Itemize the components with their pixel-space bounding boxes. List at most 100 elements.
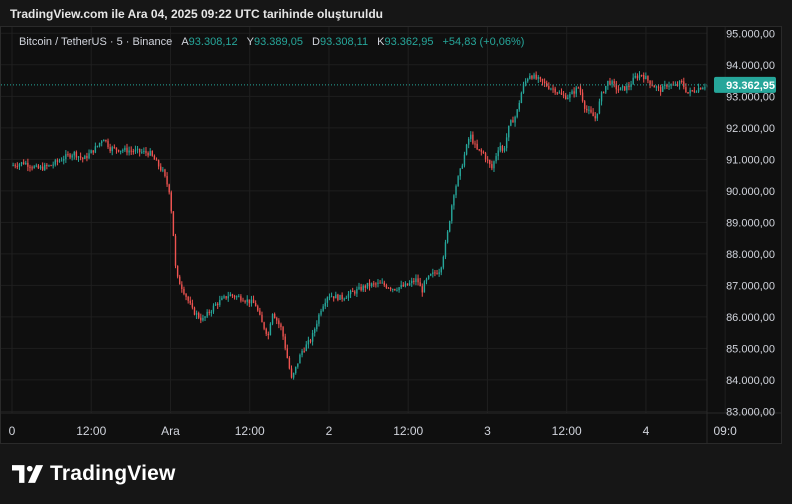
- candle-body: [558, 92, 561, 94]
- candle-body: [261, 314, 263, 323]
- candle-body: [569, 94, 571, 98]
- candle-body: [151, 151, 154, 156]
- candle-body: [615, 83, 618, 90]
- candle-body: [166, 176, 168, 185]
- candle-body: [240, 296, 242, 301]
- candle-body: [640, 75, 643, 77]
- candle-body: [73, 152, 75, 156]
- time-tick-label: 4: [643, 424, 650, 438]
- price-axis[interactable]: 95.000,00 94.000,00 93.000,00 92.000,00 91.0…: [726, 28, 775, 418]
- candle-body: [370, 283, 373, 287]
- candle-body: [510, 120, 512, 126]
- candle-body: [181, 284, 183, 290]
- candle-body: [383, 282, 386, 286]
- candle-body: [233, 295, 236, 298]
- candle-body: [389, 288, 392, 290]
- candle-body: [92, 150, 94, 153]
- candle-body: [535, 74, 537, 79]
- legend-change-value: +54,83 (+0,06%): [442, 36, 525, 48]
- candle-body: [520, 92, 523, 103]
- legend-close-value: 93.362,95: [384, 36, 434, 48]
- candle-body: [687, 92, 689, 94]
- candle-body: [704, 87, 706, 89]
- candle-body: [115, 147, 118, 150]
- time-axis[interactable]: 0 12:00 Ara 12:00 2 12:00 3 12:00 4 09:0: [9, 424, 738, 438]
- candle-body: [107, 140, 109, 148]
- candle-body: [320, 310, 322, 315]
- candle-body: [185, 294, 187, 297]
- candle-body: [541, 78, 544, 82]
- candle-body: [41, 166, 44, 170]
- candle-body: [94, 146, 97, 153]
- candle-body: [176, 265, 179, 277]
- candle-body: [316, 323, 318, 330]
- candle-body: [145, 150, 147, 153]
- candle-body: [223, 296, 225, 298]
- candle-body: [518, 102, 520, 110]
- candle-body: [244, 301, 246, 303]
- candle-body: [514, 116, 516, 123]
- price-tick-label: 94.000,00: [726, 60, 775, 72]
- candle-body: [288, 357, 291, 369]
- candle-body: [276, 318, 278, 321]
- candle-body: [16, 166, 19, 168]
- candle-body: [683, 81, 685, 88]
- candle-body: [626, 85, 628, 91]
- last-price-value: 93.362,95: [726, 80, 775, 92]
- candle-body: [254, 303, 257, 307]
- candle-body: [79, 156, 82, 158]
- price-tick-label: 87.000,00: [726, 280, 775, 292]
- candle-body: [387, 287, 390, 289]
- candle-body: [305, 344, 307, 351]
- candle-body: [303, 350, 305, 352]
- time-tick-label: 12:00: [76, 424, 106, 438]
- candle-body: [659, 86, 662, 92]
- chart-panel[interactable]: 95.000,00 94.000,00 93.000,00 92.000,00 91.0…: [0, 26, 782, 444]
- candle-body: [556, 92, 558, 94]
- price-tick-label: 84.000,00: [726, 375, 775, 387]
- candle-body: [527, 78, 529, 82]
- candle-body: [86, 155, 88, 159]
- candle-body: [697, 87, 700, 92]
- candle-body: [543, 81, 546, 83]
- price-tick-label: 85.000,00: [726, 343, 775, 355]
- candle-body: [678, 81, 681, 86]
- candle-body: [189, 300, 191, 304]
- candle-body: [613, 81, 615, 84]
- candle-body: [179, 276, 181, 285]
- candle-body: [662, 86, 664, 92]
- price-chart[interactable]: 95.000,00 94.000,00 93.000,00 92.000,00 91.0…: [1, 27, 781, 443]
- candle-body: [301, 350, 303, 355]
- candle-body: [423, 281, 426, 293]
- candle-body: [122, 150, 124, 152]
- candle-body: [126, 147, 128, 153]
- candle-body: [231, 294, 234, 296]
- candle-body: [214, 303, 217, 306]
- candle-body: [417, 278, 419, 283]
- candle-body: [419, 282, 421, 287]
- candle-body: [77, 156, 80, 158]
- candle-body: [52, 164, 54, 166]
- candle-body: [467, 138, 470, 145]
- candle-body: [446, 231, 449, 243]
- candle-body: [493, 161, 495, 169]
- candle-body: [71, 155, 73, 158]
- candle-body: [136, 148, 139, 150]
- candle-body: [385, 285, 388, 288]
- candle-body: [647, 75, 649, 81]
- candle-body: [552, 88, 554, 90]
- candle-body: [398, 287, 400, 291]
- candle-body: [221, 297, 223, 300]
- candle-body: [242, 300, 244, 302]
- price-tick-label: 95.000,00: [726, 28, 775, 40]
- candle-body: [636, 75, 639, 79]
- candle-body: [35, 165, 38, 167]
- candle-body: [141, 151, 143, 153]
- candle-body: [157, 160, 160, 167]
- candle-body: [332, 296, 335, 299]
- candle-body: [573, 91, 575, 94]
- candle-body: [88, 153, 90, 159]
- candle-body: [250, 299, 253, 304]
- candle-body: [546, 82, 548, 87]
- candle-body: [619, 87, 622, 91]
